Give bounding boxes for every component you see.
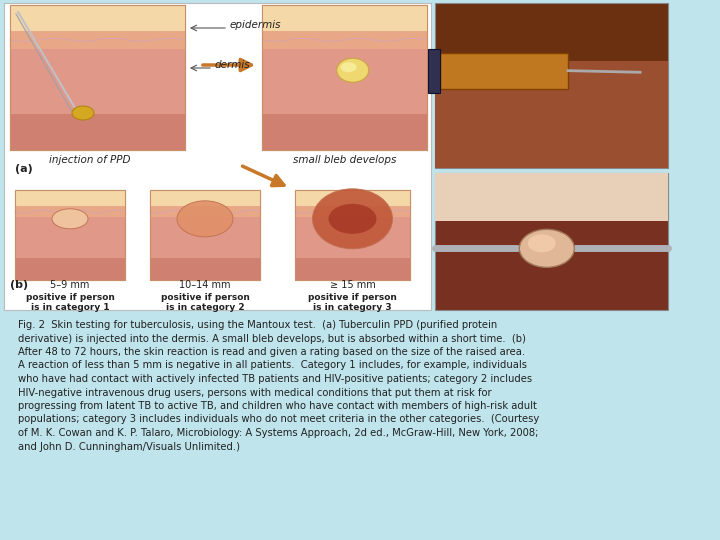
Bar [10,5,185,150]
Ellipse shape [177,201,233,237]
Text: dermis: dermis [215,60,251,70]
Bar [10,114,185,150]
Ellipse shape [312,189,392,249]
Bar [262,5,427,31]
Ellipse shape [528,234,556,252]
Bar [262,49,427,114]
Text: positive if person: positive if person [26,293,114,302]
Text: is in category 2: is in category 2 [166,303,244,312]
Text: injection of PPD: injection of PPD [49,155,131,165]
Bar [150,217,260,258]
Bar [15,190,125,280]
Ellipse shape [52,209,88,229]
Text: Fig. 2  Skin testing for tuberculosis, using the Mantoux test.  (a) Tuberculin P: Fig. 2 Skin testing for tuberculosis, us… [18,320,498,330]
Bar [262,114,427,150]
Bar [150,206,260,217]
Bar [435,3,668,168]
Text: positive if person: positive if person [308,293,397,302]
Text: 10–14 mm: 10–14 mm [179,280,230,290]
Text: who have had contact with actively infected TB patients and HIV-positive patient: who have had contact with actively infec… [18,374,532,384]
Ellipse shape [519,230,575,267]
Text: populations; category 3 includes individuals who do not meet criteria in the oth: populations; category 3 includes individ… [18,415,539,424]
Bar [262,5,427,150]
Bar [4,3,431,310]
Bar [435,60,668,168]
Ellipse shape [328,204,377,234]
Bar [295,206,410,217]
Bar [15,190,125,206]
Text: HIV-negative intravenous drug users, persons with medical conditions that put th: HIV-negative intravenous drug users, per… [18,388,492,397]
Bar [295,258,410,280]
Ellipse shape [341,62,356,72]
Bar [295,190,410,206]
Bar [428,49,440,93]
Ellipse shape [337,58,369,82]
Text: progressing from latent TB to active TB, and children who have contact with memb: progressing from latent TB to active TB,… [18,401,537,411]
Bar [10,31,185,49]
Text: positive if person: positive if person [161,293,249,302]
Text: and John D. Cunningham/Visuals Unlimited.): and John D. Cunningham/Visuals Unlimited… [18,442,240,451]
Text: is in category 1: is in category 1 [31,303,109,312]
Text: of M. K. Cowan and K. P. Talaro, Microbiology: A Systems Approach, 2d ed., McGra: of M. K. Cowan and K. P. Talaro, Microbi… [18,428,539,438]
Bar [440,52,568,89]
Bar [295,190,410,280]
Bar [262,5,427,150]
Bar [15,190,125,280]
Text: After 48 to 72 hours, the skin reaction is read and given a rating based on the : After 48 to 72 hours, the skin reaction … [18,347,525,357]
Bar [262,31,427,49]
Bar [435,173,668,221]
Bar [10,5,185,31]
Text: small bleb develops: small bleb develops [293,155,396,165]
Bar [10,5,185,150]
Text: A reaction of less than 5 mm is negative in all patients.  Category 1 includes, : A reaction of less than 5 mm is negative… [18,361,527,370]
Text: ≥ 15 mm: ≥ 15 mm [330,280,375,290]
Bar [150,190,260,206]
Ellipse shape [72,106,94,120]
Bar [295,190,410,280]
Bar [150,190,260,280]
Text: is in category 3: is in category 3 [313,303,392,312]
Text: derivative) is injected into the dermis. A small bleb develops, but is absorbed : derivative) is injected into the dermis.… [18,334,526,343]
Bar [435,173,668,310]
Bar [15,206,125,217]
Text: epidermis: epidermis [230,20,282,30]
Text: (b): (b) [10,280,28,290]
Text: (a): (a) [15,164,32,174]
Bar [150,258,260,280]
Bar [295,217,410,258]
Text: 5–9 mm: 5–9 mm [50,280,90,290]
Bar [10,49,185,114]
Bar [15,217,125,258]
Bar [150,190,260,280]
Bar [15,258,125,280]
